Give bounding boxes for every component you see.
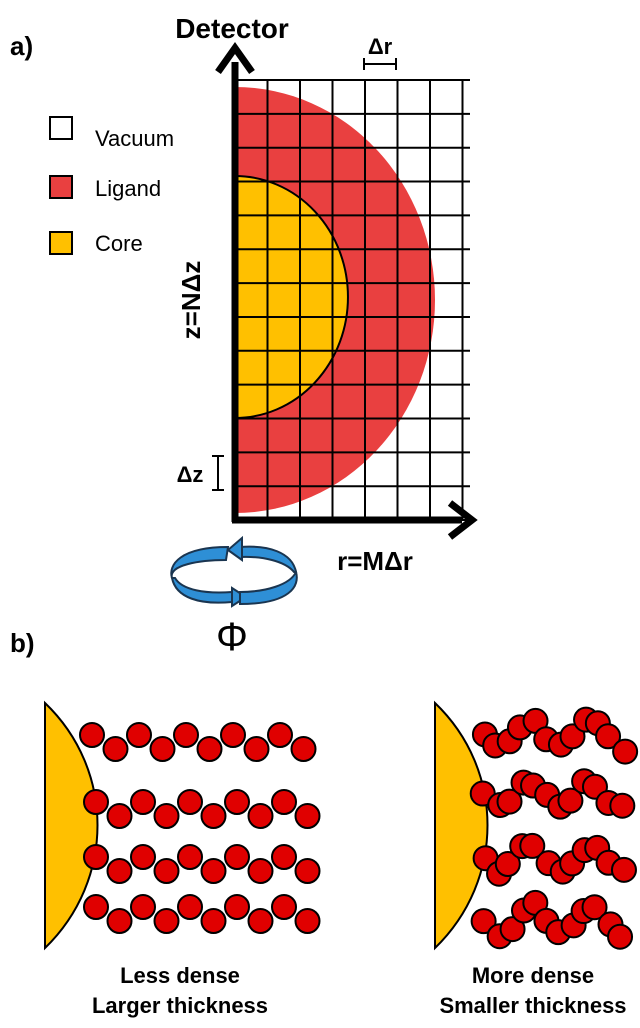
ligand-bead (131, 790, 155, 814)
ligand-bead (84, 790, 108, 814)
legend-swatch (50, 232, 72, 254)
ligand-bead (104, 737, 128, 761)
ligand-bead (178, 790, 202, 814)
figure: a) Detector Vacuum Ligand Core Δr Δz z=N… (0, 0, 640, 1023)
caption: Smaller thickness (439, 993, 626, 1018)
ligand-bead (296, 909, 320, 933)
ligand-bead (84, 845, 108, 869)
dz-label: Δz (177, 462, 204, 487)
ligand-bead (292, 737, 316, 761)
ligand-bead (249, 804, 273, 828)
ligand-bead (221, 723, 245, 747)
ligand-bead (272, 845, 296, 869)
legend-swatch (50, 176, 72, 198)
ligand-bead (151, 737, 175, 761)
z-axis-label: z=NΔz (176, 261, 206, 340)
ligand-bead (155, 804, 179, 828)
ligand-chains (80, 708, 637, 949)
caption: Larger thickness (92, 993, 268, 1018)
ligand-bead (174, 723, 198, 747)
ligand-bead (108, 804, 132, 828)
ligand-bead (296, 859, 320, 883)
ligand-bead (610, 794, 634, 818)
ligand-bead (612, 858, 636, 882)
ligand-bead (84, 895, 108, 919)
ligand-bead (268, 723, 292, 747)
ligand-bead (80, 723, 104, 747)
ligand-bead (608, 925, 632, 949)
legend-label: Ligand (95, 176, 161, 201)
ligand-bead (613, 740, 637, 764)
dz-marker (212, 456, 224, 490)
ligand-bead (108, 909, 132, 933)
ligand-bead (245, 737, 269, 761)
dr-marker (364, 58, 396, 70)
ligand-bead (131, 895, 155, 919)
ligand-bead (225, 845, 249, 869)
ligand-bead (225, 895, 249, 919)
legend-swatch (50, 117, 72, 139)
legend-label: Core (95, 231, 143, 256)
r-axis-label: r=MΔr (337, 546, 413, 576)
ligand-bead (272, 895, 296, 919)
ligand-bead (202, 804, 226, 828)
ligand-bead (108, 859, 132, 883)
ligand-bead (155, 909, 179, 933)
panel-label: b) (10, 628, 35, 658)
ligand-bead (202, 859, 226, 883)
ligand-bead (178, 845, 202, 869)
ligand-bead (249, 859, 273, 883)
rotation-arrows (171, 538, 297, 606)
phi-label: Φ (216, 615, 248, 659)
ligand-bead (296, 804, 320, 828)
ligand-bead (178, 895, 202, 919)
ligand-bead (127, 723, 151, 747)
detector-label: Detector (175, 13, 289, 44)
dr-label: Δr (368, 34, 393, 59)
ligand-bead (155, 859, 179, 883)
ligand-bead (249, 909, 273, 933)
ligand-bead (131, 845, 155, 869)
ligand-bead (272, 790, 296, 814)
legend-label: Vacuum (95, 126, 174, 151)
panel-label: a) (10, 31, 33, 61)
ligand-bead (198, 737, 222, 761)
ligand-bead (225, 790, 249, 814)
ligand-bead (202, 909, 226, 933)
caption: More dense (472, 963, 594, 988)
caption: Less dense (120, 963, 240, 988)
